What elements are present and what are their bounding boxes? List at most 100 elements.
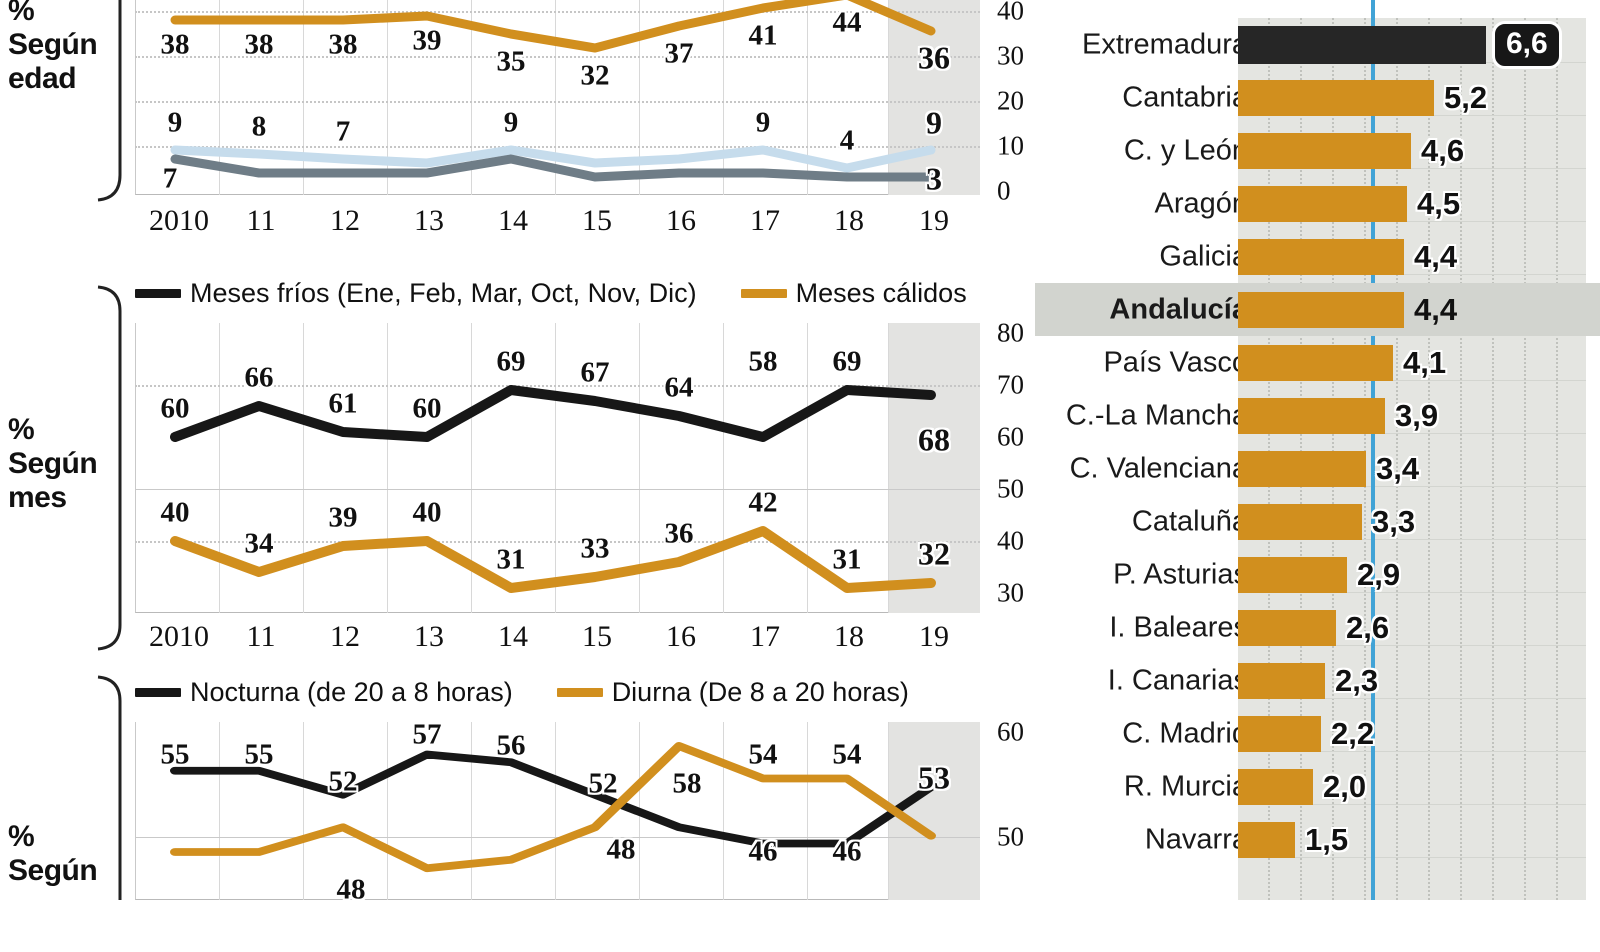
data-label: 60 — [160, 392, 190, 425]
plot-background — [135, 722, 980, 900]
chart-segun-mes: 60 66 61 60 69 67 64 58 69 68 40 34 39 4… — [135, 318, 1024, 653]
legend-label: Diurna (De 8 a 20 horas) — [611, 677, 909, 707]
bar-row-castilla-y-leon[interactable]: C. y León 4,6 — [1035, 124, 1600, 177]
section-label-mes-line3: mes — [8, 481, 67, 514]
data-label: 37 — [664, 37, 694, 70]
bar-fill — [1238, 715, 1321, 752]
bar-value: 2,0 — [1323, 768, 1367, 804]
bar-value: 2,2 — [1331, 715, 1375, 751]
bar-row-comunidad-madrid[interactable]: C. Madrid 2,2 — [1035, 707, 1600, 760]
data-label: 9 — [755, 106, 771, 139]
bar-row-comunidad-valenciana[interactable]: C. Valenciana 3,4 — [1035, 442, 1600, 495]
data-label: 55 — [160, 738, 190, 771]
x-tick: 12 — [330, 620, 360, 653]
bar-label: R. Murcia — [1123, 770, 1248, 802]
bar-fill — [1238, 609, 1336, 646]
section-label-hora-line1: % — [8, 820, 35, 853]
x-tick: 16 — [666, 620, 696, 653]
bar-row-cataluna[interactable]: Cataluña 3,3 — [1035, 495, 1600, 548]
bar-label: País Vasco — [1103, 346, 1248, 378]
bar-row-principado-asturias[interactable]: P. Asturias 2,9 — [1035, 548, 1600, 601]
data-label: 52 — [588, 767, 618, 800]
x-tick: 12 — [330, 204, 360, 237]
bar-row-andalucia[interactable]: Andalucía 4,4 — [1035, 283, 1600, 336]
bar-row-aragon[interactable]: Aragón 4,5 — [1035, 177, 1600, 230]
bar-label: P. Asturias — [1113, 558, 1248, 590]
bar-value: 1,5 — [1305, 821, 1349, 857]
data-label: 9 — [503, 106, 519, 139]
bar-row-castilla-la-mancha[interactable]: C.-La Mancha 3,9 — [1035, 389, 1600, 442]
chart-segun-hora-plot: 55 55 52 57 56 52 46 46 53 48 48 58 54 5… — [135, 722, 980, 900]
bar-value: 2,3 — [1335, 662, 1379, 698]
data-label: 41 — [748, 19, 778, 52]
legend-item-meses-frios: Meses fríos (Ene, Feb, Mar, Oct, Nov, Di… — [135, 278, 697, 309]
brace-mes — [90, 285, 130, 660]
data-label: 52 — [328, 765, 358, 798]
data-label: 46 — [832, 835, 862, 868]
bar-label: Extremadura — [1081, 28, 1248, 60]
data-label: 46 — [748, 835, 778, 868]
data-label: 69 — [832, 345, 862, 378]
data-label: 32 — [580, 59, 610, 92]
regional-bar-chart: Extremadura 6,6 Cantabria 5,2 C. y León … — [1035, 0, 1600, 900]
last-year-highlight-band — [888, 323, 980, 613]
data-label: 4 — [839, 124, 855, 157]
bar-row-cantabria[interactable]: Cantabria 5,2 — [1035, 71, 1600, 124]
bar-fill — [1238, 556, 1347, 593]
bar-value: 6,6 — [1492, 20, 1562, 69]
x-tick: 15 — [582, 204, 612, 237]
y-tick: 50 — [997, 473, 1024, 504]
legend-swatch-icon — [740, 289, 787, 298]
bar-label: Galicia — [1159, 240, 1248, 272]
data-label: 36 — [664, 517, 694, 550]
bar-row-islas-canarias[interactable]: I. Canarias 2,3 — [1035, 654, 1600, 707]
legend-label: Nocturna (de 20 a 8 horas) — [190, 677, 513, 707]
y-tick: 60 — [997, 716, 1024, 747]
data-label: 38 — [328, 28, 358, 61]
section-label-edad-line1: % — [8, 0, 35, 27]
bar-row-navarra[interactable]: Navarra 1,5 — [1035, 813, 1600, 866]
data-label: 31 — [496, 543, 526, 576]
chart-segun-edad-plot: 38 38 38 39 35 32 37 41 44 36 9 8 7 9 9 … — [135, 0, 980, 197]
bar-row-region-murcia[interactable]: R. Murcia 2,0 — [1035, 760, 1600, 813]
bar-fill — [1238, 291, 1404, 328]
chart-segun-edad-xaxis: 2010 11 12 13 14 15 16 17 18 19 — [135, 204, 980, 244]
section-label-hora: % Según — [8, 820, 128, 888]
data-label: 67 — [580, 356, 610, 389]
bar-fill — [1238, 79, 1434, 116]
bar-label: I. Canarias — [1107, 664, 1248, 696]
chart-segun-mes-plot: 60 66 61 60 69 67 64 58 69 68 40 34 39 4… — [135, 323, 980, 613]
bar-row-islas-baleares[interactable]: I. Baleares 2,6 — [1035, 601, 1600, 654]
chart-segun-edad: 38 38 38 39 35 32 37 41 44 36 9 8 7 9 9 … — [135, 0, 1024, 237]
data-label: 39 — [412, 24, 442, 57]
bar-fill — [1238, 821, 1295, 858]
data-label: 9 — [167, 106, 183, 139]
bar-label: Aragón — [1154, 187, 1248, 219]
bar-row-galicia[interactable]: Galicia 4,4 — [1035, 230, 1600, 283]
y-tick: 30 — [997, 577, 1024, 608]
bar-fill — [1238, 450, 1366, 487]
data-label: 56 — [496, 729, 526, 762]
bar-row-extremadura[interactable]: Extremadura 6,6 — [1035, 18, 1600, 71]
x-tick: 14 — [498, 620, 528, 653]
x-tick: 11 — [246, 620, 276, 653]
data-label-last: 32 — [918, 535, 950, 572]
data-label: 48 — [336, 873, 366, 901]
bar-value: 3,9 — [1395, 397, 1439, 433]
bar-fill — [1238, 768, 1313, 805]
x-tick: 18 — [834, 204, 864, 237]
data-label-last: 9 — [926, 104, 942, 141]
chart-segun-hora-lines — [170, 742, 936, 873]
bar-label: C. Valenciana — [1069, 452, 1248, 484]
section-label-mes-line1: % — [8, 413, 35, 446]
bar-label: I. Baleares — [1109, 611, 1248, 643]
data-label-last: 68 — [918, 421, 950, 458]
data-label: 39 — [328, 501, 358, 534]
data-label: 31 — [832, 543, 862, 576]
bar-row-pais-vasco[interactable]: País Vasco 4,1 — [1035, 336, 1600, 389]
bar-value: 4,5 — [1417, 185, 1461, 221]
x-tick: 13 — [414, 620, 444, 653]
data-label: 58 — [748, 345, 778, 378]
bar-value: 4,1 — [1403, 344, 1447, 380]
chart-segun-hora: 55 55 52 57 56 52 46 46 53 48 48 58 54 5… — [135, 717, 1024, 952]
